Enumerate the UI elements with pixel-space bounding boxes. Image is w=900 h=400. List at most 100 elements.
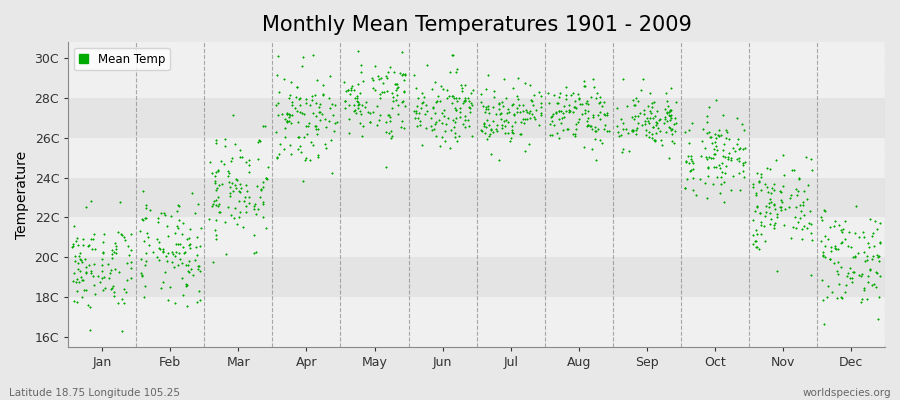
Point — [464, 109, 478, 116]
Point — [368, 62, 382, 69]
Point — [449, 94, 464, 101]
Point — [302, 120, 316, 126]
Point — [585, 114, 599, 120]
Point — [160, 232, 175, 239]
Point — [138, 283, 152, 290]
Point — [353, 120, 367, 126]
Point — [682, 140, 697, 147]
Point — [318, 115, 332, 122]
Y-axis label: Temperature: Temperature — [15, 150, 29, 239]
Point — [534, 104, 548, 110]
Point — [374, 74, 388, 81]
Point — [546, 122, 561, 128]
Point — [350, 102, 365, 109]
Point — [420, 108, 435, 114]
Point — [323, 137, 338, 144]
Point — [769, 206, 783, 212]
Point — [325, 112, 339, 119]
Point — [699, 154, 714, 160]
Point — [379, 72, 393, 79]
Point — [683, 156, 698, 162]
Point — [284, 151, 298, 158]
Point — [212, 209, 227, 215]
Point — [542, 100, 556, 106]
Point — [280, 110, 294, 116]
Point — [124, 230, 139, 237]
Point — [109, 249, 123, 256]
Point — [218, 218, 232, 225]
Point — [759, 202, 773, 209]
Point — [711, 131, 725, 138]
Point — [498, 123, 512, 129]
Point — [712, 162, 726, 168]
Point — [706, 163, 721, 170]
Point — [139, 202, 153, 208]
Point — [631, 120, 645, 127]
Point — [662, 109, 676, 116]
Point — [394, 72, 409, 79]
Point — [679, 159, 693, 166]
Point — [279, 118, 293, 124]
Point — [309, 126, 323, 132]
Point — [134, 270, 148, 276]
Point — [758, 213, 772, 220]
Point — [461, 95, 475, 102]
Point — [383, 114, 398, 120]
Point — [123, 275, 138, 281]
Point — [223, 190, 238, 196]
Point — [866, 230, 880, 236]
Point — [371, 73, 385, 80]
Point — [175, 231, 189, 237]
Point — [513, 109, 527, 115]
Point — [152, 256, 166, 263]
Point — [865, 282, 879, 288]
Point — [706, 150, 721, 157]
Point — [154, 285, 168, 292]
Point — [650, 108, 664, 114]
Point — [315, 111, 329, 118]
Point — [84, 270, 98, 277]
Point — [277, 76, 292, 82]
Point — [180, 282, 194, 288]
Point — [356, 102, 370, 108]
Point — [301, 123, 315, 129]
Point — [829, 246, 843, 252]
Point — [442, 92, 456, 99]
Point — [625, 127, 639, 134]
Point — [706, 155, 720, 161]
Point — [75, 276, 89, 283]
Point — [663, 127, 678, 133]
Point — [138, 215, 152, 221]
Point — [627, 102, 642, 109]
Point — [848, 254, 862, 261]
Point — [595, 140, 609, 146]
Point — [242, 168, 256, 175]
Point — [112, 269, 126, 276]
Point — [489, 111, 503, 117]
Point — [117, 300, 131, 306]
Point — [351, 101, 365, 107]
Bar — [68, 297, 885, 337]
Point — [392, 84, 406, 90]
Point — [804, 272, 818, 278]
Point — [113, 199, 128, 205]
Point — [465, 102, 480, 108]
Point — [270, 154, 284, 160]
Point — [191, 262, 205, 269]
Point — [629, 131, 643, 138]
Point — [123, 264, 138, 271]
Point — [708, 164, 723, 170]
Point — [479, 104, 493, 110]
Point — [72, 253, 86, 260]
Point — [280, 118, 294, 124]
Point — [738, 158, 752, 165]
Point — [868, 269, 883, 276]
Point — [354, 62, 368, 68]
Point — [114, 328, 129, 334]
Point — [506, 129, 520, 136]
Point — [396, 71, 410, 77]
Point — [795, 235, 809, 242]
Point — [218, 136, 232, 142]
Point — [257, 123, 272, 130]
Point — [481, 136, 495, 142]
